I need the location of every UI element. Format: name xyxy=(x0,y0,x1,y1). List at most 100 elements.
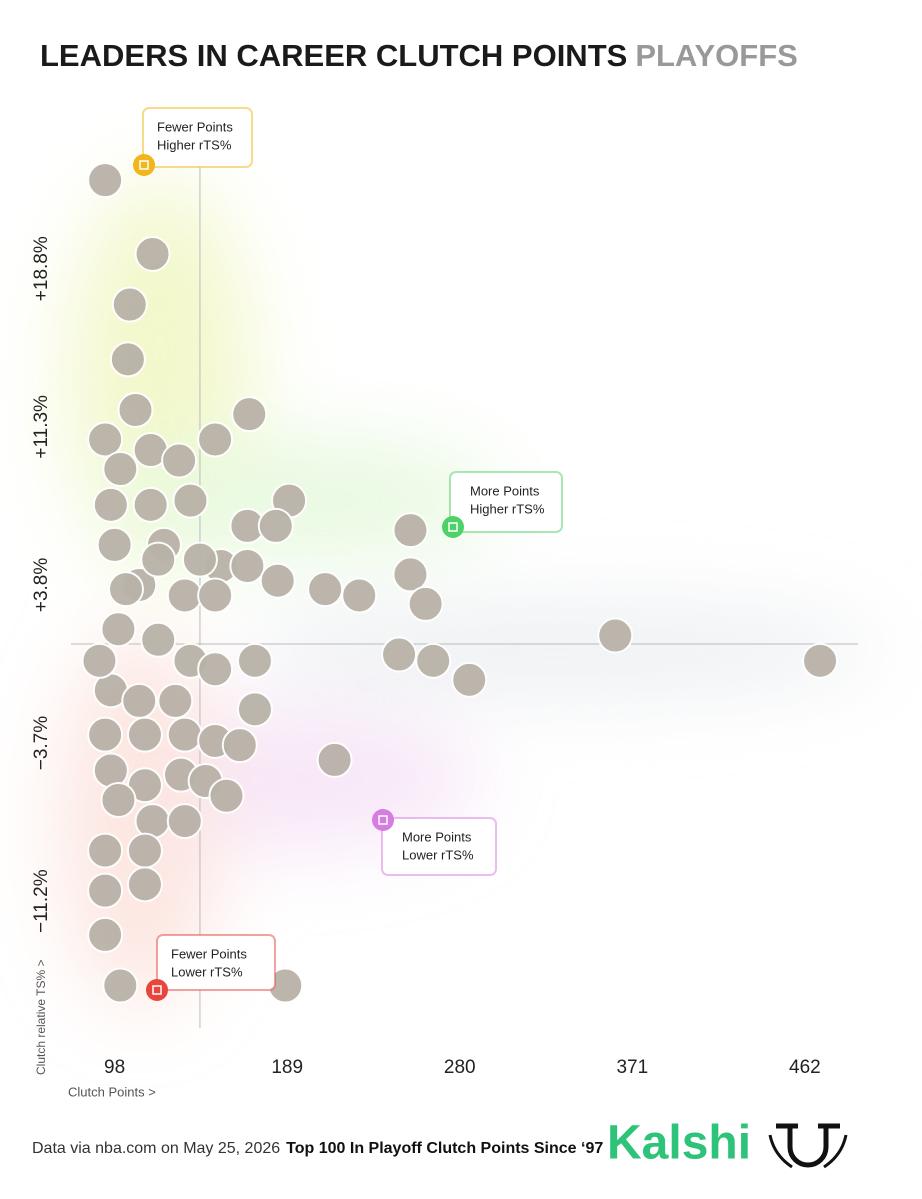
chart-title: LEADERS IN CAREER CLUTCH POINTS PLAYOFFS xyxy=(40,38,798,73)
brand-logo: Kalshi xyxy=(607,1117,751,1170)
player-point xyxy=(208,777,245,814)
point xyxy=(121,682,158,719)
point xyxy=(451,661,488,698)
point xyxy=(107,571,144,608)
annotation-text: More Points xyxy=(402,829,472,844)
point xyxy=(126,866,163,903)
point xyxy=(257,507,294,544)
point xyxy=(87,162,124,199)
point xyxy=(197,577,234,614)
annotation-text: Fewer Points xyxy=(157,119,233,134)
title-suffix: PLAYOFFS xyxy=(635,38,798,73)
annotation-icon-glyph xyxy=(448,522,458,532)
source: Data via nba.com on May 25, 2026 xyxy=(32,1140,280,1157)
point xyxy=(126,716,163,753)
player-point xyxy=(100,781,137,818)
player-point xyxy=(100,611,137,648)
annotation-icon xyxy=(372,809,394,831)
point xyxy=(236,642,273,679)
point xyxy=(140,541,177,578)
point xyxy=(392,556,429,593)
player-point xyxy=(236,691,273,728)
point xyxy=(229,547,266,584)
point xyxy=(92,486,129,523)
annotation-text: Fewer Points xyxy=(171,946,247,961)
player-point xyxy=(117,391,154,428)
annotation-box xyxy=(156,934,276,991)
player-point xyxy=(197,421,234,458)
point xyxy=(221,727,258,764)
annotation-box xyxy=(142,107,253,168)
player-point xyxy=(102,967,139,1004)
player-point xyxy=(221,727,258,764)
point xyxy=(236,691,273,728)
annotation-icon xyxy=(442,516,464,538)
player-point xyxy=(259,562,296,599)
point xyxy=(166,803,203,840)
annotation-text: More Points xyxy=(470,483,540,498)
point xyxy=(100,781,137,818)
point xyxy=(92,752,129,789)
player-point xyxy=(87,916,124,953)
point xyxy=(181,541,218,578)
player-point xyxy=(197,651,234,688)
point xyxy=(307,571,344,608)
point xyxy=(87,916,124,953)
player-point xyxy=(392,512,429,549)
player-point xyxy=(236,642,273,679)
point xyxy=(126,832,163,869)
player-point xyxy=(257,507,294,544)
point xyxy=(134,803,171,840)
y-tick-label: −3.7% xyxy=(31,716,52,771)
point xyxy=(96,526,133,563)
player-point xyxy=(307,571,344,608)
player-point xyxy=(87,872,124,909)
y-axis-label: Clutch relative TS% > xyxy=(34,960,48,1076)
point xyxy=(161,442,198,479)
player-point xyxy=(157,682,194,719)
player-point xyxy=(392,556,429,593)
player-point xyxy=(166,803,203,840)
point xyxy=(381,636,418,673)
point xyxy=(166,577,203,614)
point xyxy=(132,486,169,523)
player-point xyxy=(92,486,129,523)
point xyxy=(100,611,137,648)
player-point xyxy=(87,162,124,199)
y-tick-label: +11.3% xyxy=(31,395,52,459)
player-point xyxy=(597,617,634,654)
player-point xyxy=(197,577,234,614)
player-point xyxy=(134,803,171,840)
point xyxy=(157,682,194,719)
player-point xyxy=(111,286,148,323)
point xyxy=(407,585,444,622)
point xyxy=(140,621,177,658)
x-tick-label: 462 xyxy=(789,1057,821,1078)
y-tick-label: +18.8% xyxy=(31,236,52,301)
player-point xyxy=(229,547,266,584)
point xyxy=(109,341,146,378)
point xyxy=(102,967,139,1004)
annotation-box xyxy=(381,817,497,876)
annotation-text: Higher rTS% xyxy=(157,137,232,152)
point xyxy=(117,391,154,428)
y-tick-label: −11.2% xyxy=(31,869,52,933)
x-tick-label: 371 xyxy=(616,1057,648,1078)
player-point xyxy=(802,642,839,679)
point xyxy=(259,562,296,599)
player-point xyxy=(87,716,124,753)
annotation-text: Lower rTS% xyxy=(402,847,474,862)
annotation-icon xyxy=(146,979,168,1001)
point xyxy=(197,651,234,688)
point xyxy=(341,577,378,614)
point xyxy=(392,512,429,549)
player-point xyxy=(316,741,353,778)
footer-source: Data via nba.com on May 25, 2026 Top 100 … xyxy=(32,1140,603,1157)
annotation-icon-glyph xyxy=(378,815,388,825)
player-point xyxy=(161,442,198,479)
x-tick-label: 280 xyxy=(444,1057,476,1078)
point xyxy=(172,482,209,519)
player-point xyxy=(415,642,452,679)
player-point xyxy=(126,832,163,869)
